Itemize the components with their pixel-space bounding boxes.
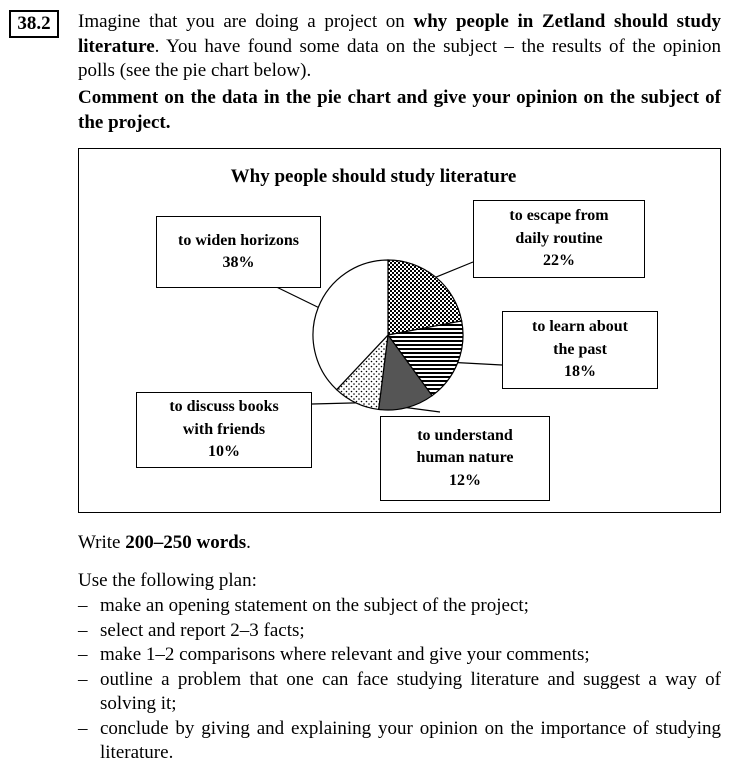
callout-label-line: to understand xyxy=(417,426,513,444)
callout-label-line: to learn about xyxy=(532,318,628,336)
word-count-suffix: . xyxy=(246,532,251,553)
callout-label-line: human nature xyxy=(416,449,514,467)
plan-item-text: make an opening statement on the subject… xyxy=(100,595,529,616)
callout-value: 18% xyxy=(564,363,596,381)
chart-title: Why people should study literature xyxy=(230,166,517,187)
callout-value: 38% xyxy=(222,254,255,271)
callout-label-line: to escape from xyxy=(509,207,609,225)
task-number: 38.2 xyxy=(9,10,59,38)
word-count-instruction: Write 200–250 words. xyxy=(78,532,251,554)
callout-discuss-books: to discuss books with friends 10% xyxy=(136,392,312,468)
callout-learn-past: to learn about the past 18% xyxy=(502,311,658,389)
callout-label-line: the past xyxy=(553,340,607,358)
slice-escape-routine xyxy=(387,259,463,336)
plan-item-text: conclude by giving and explaining your o… xyxy=(100,717,721,764)
chart-frame xyxy=(78,148,721,513)
intro-text-start: Imagine that you are doing a project on xyxy=(78,11,414,32)
callout-human-nature: to understand human nature 12% xyxy=(380,416,550,501)
callout-leader-line xyxy=(435,261,474,278)
plan-list: – make an opening statement on the subjec… xyxy=(78,594,721,766)
plan-item-text: make 1–2 comparisons where relevant and … xyxy=(100,644,590,665)
callout-label-line: with friends xyxy=(182,420,266,438)
callout-widen-horizons: to widen horizons 38% xyxy=(156,216,321,288)
callout-value: 12% xyxy=(449,471,481,489)
callout-value: 10% xyxy=(208,443,240,461)
plan-item-text: outline a problem that one can face stud… xyxy=(100,668,721,715)
plan-item: – make 1–2 comparisons where relevant and… xyxy=(78,644,590,665)
callout-label-line: daily routine xyxy=(515,229,603,247)
callout-leader-line xyxy=(406,407,441,413)
plan-heading: Use the following plan: xyxy=(78,570,257,591)
plan-item: – make an opening statement on the subjec… xyxy=(78,595,529,616)
word-count-range: 200–250 words xyxy=(125,532,247,553)
intro-text-end: . You have found some data on the subjec… xyxy=(78,35,721,82)
callout-leader-line xyxy=(457,362,503,366)
project-topic: why people in Zetland should study liter… xyxy=(78,11,721,57)
plan-item-text: select and report 2–3 facts; xyxy=(100,619,305,641)
intro-paragraph: Imagine that you are doing a project on … xyxy=(78,10,721,84)
plan-item: – select and report 2–3 facts; xyxy=(78,619,305,641)
slice-learn-past xyxy=(386,320,464,397)
callout-leader-line xyxy=(311,402,357,405)
task-instruction: Comment on the data in the pie chart and… xyxy=(78,87,721,133)
callout-escape-routine: to escape from daily routine 22% xyxy=(473,200,645,278)
word-count-prefix: Write xyxy=(78,532,126,553)
callout-label-line: to widen horizons xyxy=(178,231,299,249)
plan-item: – outline a problem that one can face stu… xyxy=(78,668,721,715)
slice-widen-horizons xyxy=(312,259,389,391)
callout-value: 22% xyxy=(543,252,575,270)
callout-label-line: to discuss books xyxy=(169,398,279,416)
plan-item: – conclude by giving and explaining your … xyxy=(78,717,721,764)
